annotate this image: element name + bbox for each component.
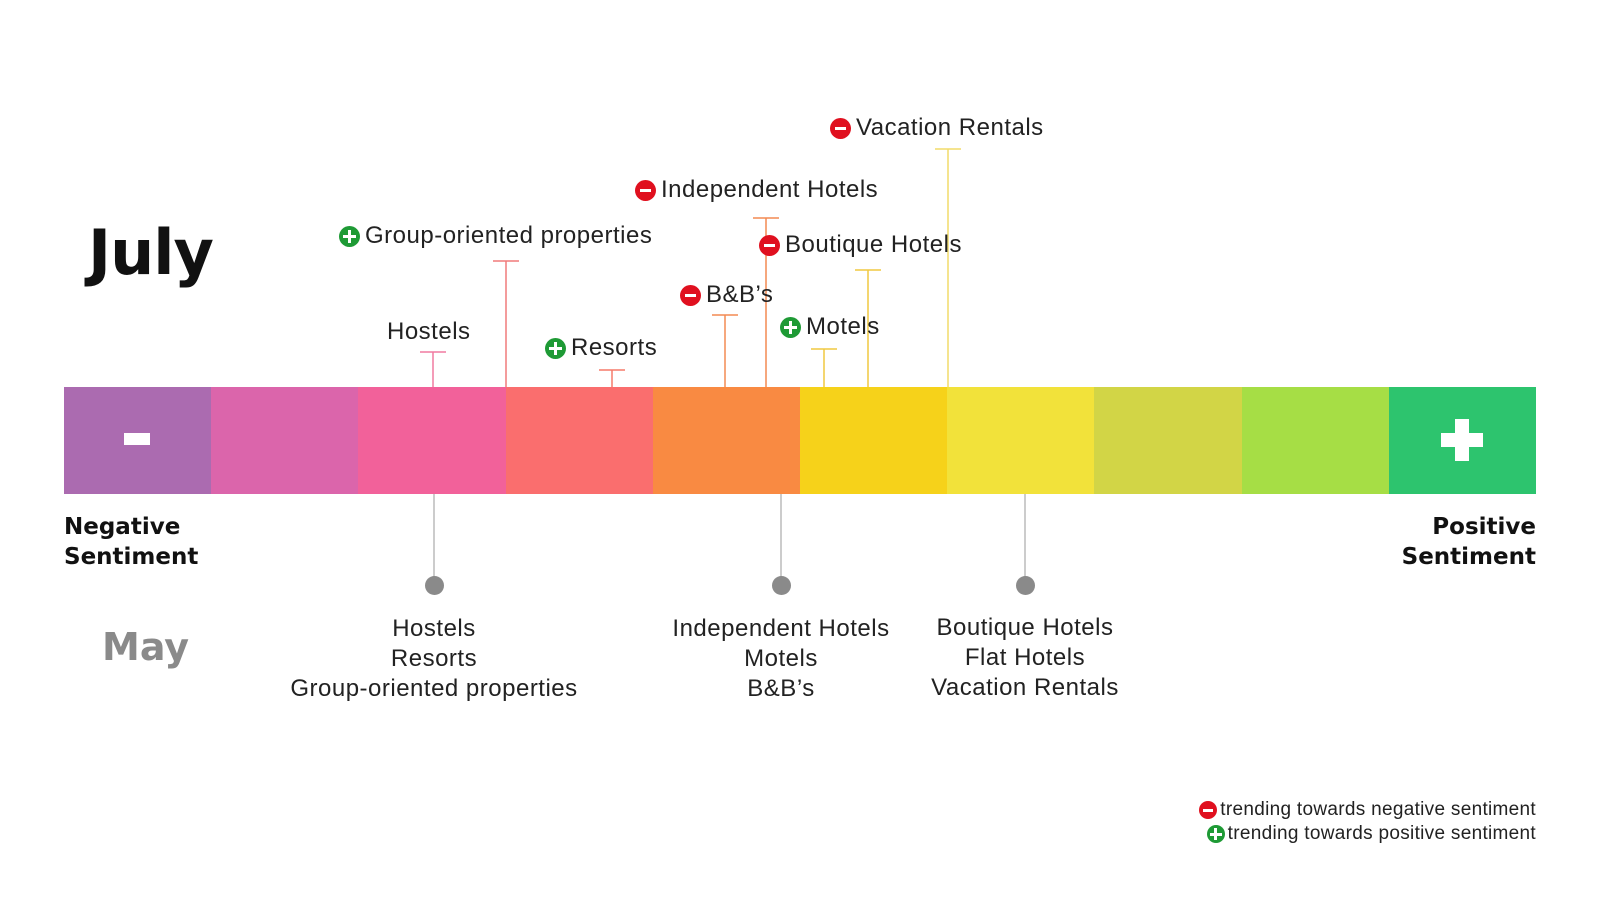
minus-badge-icon <box>759 234 780 256</box>
legend-positive: trending towards positive sentiment <box>1199 822 1536 846</box>
july-label-text: Vacation Rentals <box>856 114 1044 141</box>
may-group-2: Independent Hotels Motels B&B’s <box>672 614 889 704</box>
may-marker-dot <box>425 576 444 595</box>
plus-badge-icon <box>1206 825 1225 843</box>
plus-badge-icon <box>545 337 566 359</box>
scale-segment-9 <box>1241 387 1389 494</box>
negative-label-line-1: Negative <box>64 514 181 540</box>
may-group-3: Boutique Hotels Flat Hotels Vacation Ren… <box>931 613 1119 703</box>
may-group-item: B&B’s <box>747 675 815 702</box>
july-label-text: Boutique Hotels <box>785 231 962 258</box>
july-label-text: Group-oriented properties <box>365 222 653 249</box>
july-label-resorts: Resorts <box>545 336 657 360</box>
legend: trending towards negative sentiment tren… <box>1199 798 1536 846</box>
july-label-text: B&B’s <box>706 281 774 308</box>
positive-label-line-1: Positive <box>1432 514 1536 540</box>
plus-badge-icon <box>339 225 360 247</box>
may-group-1: Hostels Resorts Group-oriented propertie… <box>290 614 577 704</box>
july-label-text: Resorts <box>571 334 658 361</box>
may-group-item: Independent Hotels <box>672 615 890 642</box>
scale-segment-10 <box>1388 387 1537 494</box>
may-group-item: Hostels <box>392 615 476 642</box>
legend-positive-text: trending towards positive sentiment <box>1227 823 1536 844</box>
july-heading: July <box>88 216 214 289</box>
may-heading: May <box>102 625 190 669</box>
minus-icon <box>124 433 150 445</box>
scale-segment-8 <box>1094 387 1242 494</box>
may-group-item: Boutique Hotels <box>936 614 1114 641</box>
may-group-item: Resorts <box>390 645 478 672</box>
may-group-item: Group-oriented properties <box>290 675 578 702</box>
scale-segment-7 <box>947 387 1095 494</box>
july-label-hostels: Hostels <box>387 320 471 344</box>
legend-negative-text: trending towards negative sentiment <box>1220 799 1536 820</box>
may-group-item: Motels <box>744 645 818 672</box>
plus-badge-icon <box>780 316 801 338</box>
july-label-motels: Motels <box>780 315 880 339</box>
scale-segment-3 <box>358 387 506 494</box>
july-label-text: Motels <box>806 313 880 340</box>
legend-negative: trending towards negative sentiment <box>1199 798 1536 822</box>
scale-segment-2 <box>211 387 359 494</box>
may-group-item: Flat Hotels <box>964 644 1086 671</box>
minus-badge-icon <box>830 117 851 139</box>
july-label-boutique-hotels: Boutique Hotels <box>759 233 962 257</box>
may-group-item: Vacation Rentals <box>931 674 1119 701</box>
july-label-independent-hotels: Independent Hotels <box>635 178 878 202</box>
positive-sentiment-label: Positive Sentiment <box>1402 512 1536 572</box>
scale-segment-5 <box>652 387 801 494</box>
positive-label-line-2: Sentiment <box>1401 544 1536 570</box>
scale-segment-6 <box>800 387 948 494</box>
july-label-group-oriented: Group-oriented properties <box>339 224 652 248</box>
negative-sentiment-label: Negative Sentiment <box>64 512 198 572</box>
may-marker-dot <box>1016 576 1035 595</box>
minus-badge-icon <box>1199 801 1218 819</box>
negative-label-line-2: Sentiment <box>64 544 199 570</box>
july-label-bnb: B&B’s <box>680 283 773 307</box>
july-label-text: Hostels <box>387 318 471 345</box>
scale-segment-4 <box>505 387 653 494</box>
july-label-vacation-rentals: Vacation Rentals <box>830 116 1044 140</box>
scale-segment-1 <box>64 387 212 494</box>
may-marker-dot <box>772 576 791 595</box>
july-label-text: Independent Hotels <box>661 176 879 203</box>
minus-badge-icon <box>635 179 656 201</box>
minus-badge-icon <box>680 284 701 306</box>
sentiment-scale <box>64 387 1537 494</box>
plus-icon <box>1440 419 1483 461</box>
